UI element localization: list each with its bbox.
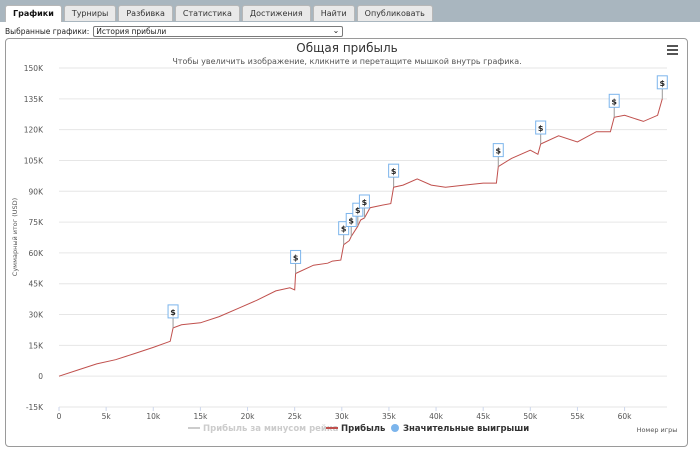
svg-text:$: $ [391,167,397,176]
y-tick-label: 30K [29,311,45,320]
big-win-marker[interactable]: $ [167,304,179,328]
tab-5[interactable]: Найти [312,5,355,21]
svg-text:$: $ [495,147,501,156]
legend-label-big-wins: Значительные выигрыши [403,424,529,434]
chart-selector-value: История прибыли [96,27,167,36]
svg-text:$: $ [170,308,176,317]
y-tick-label: 150K [24,64,44,73]
y-tick-label: 105K [24,156,44,165]
profit-line [58,98,663,377]
tab-0[interactable]: Графики [5,5,62,22]
y-tick-label: 135K [24,95,44,104]
x-tick-label: 35k [382,412,397,421]
x-tick-label: 10k [146,412,161,421]
legend-item-profit[interactable]: Прибыль [326,423,385,434]
y-tick-label: 45K [29,280,45,289]
tabs-container: Графики Турниры Разбивка Статистика Достижен… [5,5,433,22]
chevron-down-icon: ⌄ [332,26,340,35]
x-tick-label: 45k [476,412,491,421]
chart-selector-label: Выбранные графики: [5,27,90,36]
big-win-marker[interactable]: $ [492,143,504,167]
y-axis-ticks: -15K 0 15K 30K 45K 60K 75K 90K 105K 120K 135K 150K [24,64,44,412]
y-tick-label: -15K [26,403,44,412]
y-tick-label: 15K [29,341,45,350]
big-win-marker[interactable]: $ [656,75,668,99]
tab-6[interactable]: Опубликовать [356,5,433,21]
legend-item-rake[interactable]: Прибыль за минусом рейка [188,423,339,434]
x-tick-label: 20k [241,412,256,421]
svg-text:$: $ [611,97,617,106]
legend-item-big-wins[interactable]: Значительные выигрыши [391,424,529,434]
x-tick-label: 15k [193,412,208,421]
x-axis-ticks: 0 5k 10k 15k 20k 25k 30k 35k 40k 45k 50k 55k 60k [57,407,633,421]
y-tick-label: 0 [38,372,43,381]
x-tick-label: 30k [335,412,350,421]
chart-grid [59,67,667,408]
chart-legend[interactable]: Прибыль за минусом рейка Прибыль Значитель… [188,423,529,434]
big-win-marker[interactable]: $ [535,120,547,145]
svg-text:$: $ [362,198,368,207]
x-tick-label: 60k [618,412,633,421]
big-win-marker[interactable]: $ [388,163,400,188]
legend-label-rake: Прибыль за минусом рейка [203,423,339,434]
chart-selector-dropdown[interactable]: История прибыли ⌄ [93,26,344,37]
x-tick-label: 55k [571,412,586,421]
svg-text:$: $ [348,216,354,225]
y-tick-label: 120K [24,126,44,135]
tab-4[interactable]: Достижения [241,5,311,21]
tab-bar: Графики Турниры Разбивка Статистика Достижен… [0,0,700,22]
tab-3[interactable]: Статистика [174,5,240,21]
chart-title: Общая прибыль [296,41,397,55]
svg-text:$: $ [341,225,347,234]
big-win-marker[interactable]: $ [608,93,620,118]
big-win-marker[interactable]: $ [358,194,370,218]
big-win-markers: $$$$$$$$$$$ [167,75,668,328]
hamburger-icon[interactable] [667,45,678,55]
svg-text:$: $ [538,124,544,133]
big-win-marker[interactable]: $ [345,212,357,237]
chart-selector-row: Выбранные графики: История прибыли ⌄ [5,26,344,37]
svg-text:$: $ [659,79,665,88]
svg-text:$: $ [293,253,299,262]
svg-text:$: $ [355,206,361,215]
x-tick-label: 25k [288,412,303,421]
chart-series [58,98,663,377]
tab-1[interactable]: Турниры [63,5,117,21]
x-tick-label: 0 [57,412,62,421]
big-win-marker[interactable]: $ [352,202,364,227]
legend-label-profit: Прибыль [341,423,385,434]
x-tick-label: 40k [429,412,444,421]
y-tick-label: 75K [29,218,45,227]
y-tick-label: 90K [29,187,45,196]
tab-2[interactable]: Разбивка [118,5,173,21]
x-tick-label: 50k [523,412,538,421]
x-axis-label: Номер игры [637,426,678,434]
x-tick-label: 5k [102,412,112,421]
big-win-marker[interactable]: $ [338,221,350,245]
big-win-marker[interactable]: $ [290,249,302,274]
y-tick-label: 60K [29,249,45,258]
y-axis-label: Суммарный итог (USD) [11,198,19,276]
chart-subtitle: Чтобы увеличить изображение, кликните и … [172,57,521,66]
